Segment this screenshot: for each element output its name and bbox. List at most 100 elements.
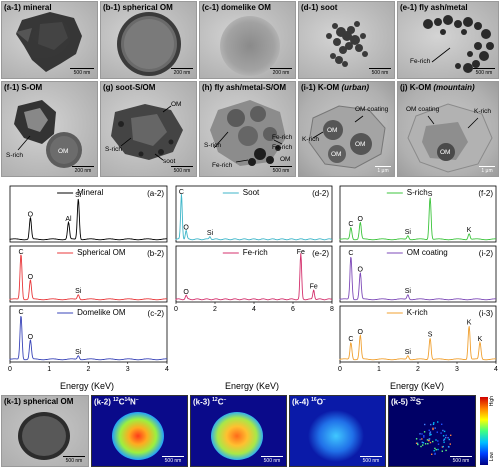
peak-label: S — [428, 331, 433, 338]
s-ion-pixel — [429, 432, 431, 434]
s-ion-pixel — [424, 423, 426, 426]
peak-label: O — [358, 267, 364, 274]
x-tick-label: 3 — [126, 366, 130, 373]
spherical-om-particle — [117, 12, 181, 76]
scale-bar: 1 μm — [375, 165, 391, 174]
s-ion-pixel — [428, 429, 430, 431]
s-ion-pixel — [415, 442, 418, 444]
x-axis-label: Energy (KeV) — [59, 381, 115, 391]
tem-panel-e1: (e-1) fly ash/metal Fe-rich 500 nm — [397, 1, 499, 79]
spectrum-line — [339, 257, 496, 301]
s-ion-pixel — [445, 436, 447, 439]
s-ion-pixel — [432, 428, 434, 431]
annotation-om-coating: OM coating — [355, 106, 389, 113]
peak-label: S — [428, 191, 433, 198]
x-axis-label: Energy (KeV) — [224, 381, 280, 391]
edx-spectrum-f-2: CO Si S K S-rich (f-2) — [339, 185, 497, 243]
mineral-particle — [16, 12, 82, 72]
panel-label: (f-2) — [478, 189, 493, 198]
peak-label: Fe — [297, 249, 305, 256]
k-om-urban-particle — [308, 105, 386, 169]
plot-frame — [9, 185, 168, 243]
o-ion-map — [308, 410, 364, 462]
panel-label: (e-1) fly ash/metal — [400, 3, 468, 12]
s-ion-pixel — [423, 436, 425, 438]
legend-label: OM coating — [407, 248, 448, 257]
tem-panel-h: (h) fly ash/metal-S/OM S-rich Fe-rich Fe… — [199, 81, 296, 177]
s-ion-pixel — [449, 443, 451, 445]
edx-spectrum-c-2: C O Si Domelike OM (c-2) 0 1 2 3 4 — [8, 305, 169, 373]
s-ion-pixel — [417, 443, 419, 446]
legend-label: Spherical OM — [77, 248, 126, 257]
peak-label: Al — [65, 216, 72, 223]
panel-label: (h) fly ash/metal-S/OM — [202, 83, 287, 92]
x-tick-label: 0 — [174, 306, 178, 313]
peak-label: Si — [405, 229, 412, 236]
s-ion-pixel — [443, 438, 446, 440]
fly-ash-metal-s-om-particle — [210, 100, 286, 166]
spectrum-line — [9, 316, 167, 361]
s-ion-pixel — [429, 434, 431, 436]
s-ion-pixel — [450, 434, 452, 436]
s-ion-pixel — [427, 443, 429, 445]
peak-label: C — [348, 336, 353, 343]
s-ion-pixel — [430, 433, 432, 436]
panel-label: (i-2) — [479, 249, 494, 258]
annotation-fe-rich: Fe-rich — [272, 144, 293, 151]
scale-bar: 500 nm — [450, 455, 472, 464]
annotation-soot: soot — [163, 158, 176, 165]
s-ion-pixel — [441, 423, 443, 425]
s-ion-pixel — [432, 427, 434, 429]
tem-panel-a1: (a-1) mineral 500 nm — [1, 1, 98, 79]
peak-label: Si — [75, 349, 82, 356]
s-ion-pixel — [431, 453, 433, 455]
tem-panel-b1: (b-1) spherical OM 200 nm — [100, 1, 197, 79]
s-ion-pixel — [445, 449, 447, 452]
scale-bar: 200 nm — [72, 165, 94, 174]
s-ion-pixel — [442, 429, 444, 432]
tem-panel-j: (j) K-OM (mountain) OM coating K-rich OM… — [397, 81, 499, 177]
soot-particle — [326, 21, 368, 67]
s-ion-pixel — [441, 450, 443, 452]
s-ion-pixel — [430, 423, 432, 426]
x-tick-label: 8 — [330, 306, 334, 313]
annotation-om: OM — [327, 127, 338, 134]
colorbar — [480, 397, 488, 465]
peak-label: K — [467, 227, 472, 234]
peak-label: O — [183, 224, 189, 231]
s-ion-pixel — [428, 438, 430, 440]
s-ion-pixel — [421, 438, 423, 440]
annotation-om: OM — [58, 148, 69, 155]
x-tick-label: 2 — [213, 306, 217, 313]
annotation-fe-rich: Fe-rich — [410, 58, 431, 65]
s-ion-pixel — [429, 431, 432, 433]
x-tick-label: 4 — [252, 306, 256, 313]
s-ion-pixel — [434, 453, 436, 455]
s-ion-pixel — [433, 422, 435, 424]
panel-label: (k-3) 12C− — [193, 397, 227, 407]
annotation-s-rich: S-rich — [204, 142, 221, 149]
plot-frame — [175, 245, 333, 303]
scale-bar: 500 nm — [171, 165, 193, 174]
x-axis-label: Energy (KeV) — [389, 381, 445, 391]
annotation-om: OM — [280, 156, 291, 163]
s-ion-pixel — [415, 438, 418, 440]
s-ion-pixel — [416, 442, 419, 444]
s-ion-map — [415, 421, 452, 455]
s-ion-pixel — [437, 448, 439, 451]
nanosims-panel-k3: (k-3) 12C− 500 nm — [190, 395, 287, 467]
peak-label: Si — [405, 349, 412, 356]
s-ion-pixel — [429, 441, 432, 444]
peak-label: O — [28, 334, 34, 341]
s-ion-pixel — [443, 439, 445, 441]
tem-panel-f1: (f-1) S-OM S-rich OM 200 nm — [1, 81, 98, 177]
peak-label: C — [348, 221, 353, 228]
peak-label: K — [467, 319, 472, 326]
colorbar-high-label: High — [489, 396, 495, 407]
peak-label: O — [28, 274, 34, 281]
soot-s-om-particle — [111, 104, 183, 161]
colorbar-low-label: Low — [489, 452, 495, 462]
s-ion-pixel — [437, 440, 439, 442]
s-ion-pixel — [445, 434, 447, 437]
